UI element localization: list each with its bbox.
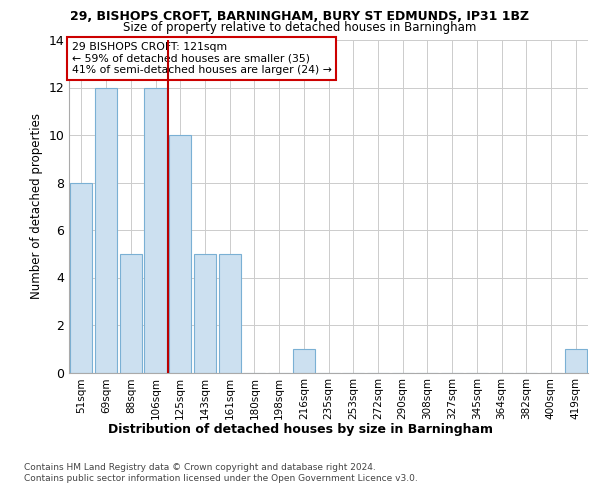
Bar [194, 254, 216, 372]
Y-axis label: Number of detached properties: Number of detached properties [30, 114, 43, 299]
Text: Contains HM Land Registry data © Crown copyright and database right 2024.: Contains HM Land Registry data © Crown c… [24, 462, 376, 471]
Bar [293, 349, 315, 372]
Bar [218, 254, 241, 372]
Text: Size of property relative to detached houses in Barningham: Size of property relative to detached ho… [124, 22, 476, 35]
Bar [70, 182, 92, 372]
Text: Distribution of detached houses by size in Barningham: Distribution of detached houses by size … [107, 422, 493, 436]
Bar [95, 88, 117, 373]
Text: 29 BISHOPS CROFT: 121sqm
← 59% of detached houses are smaller (35)
41% of semi-d: 29 BISHOPS CROFT: 121sqm ← 59% of detach… [71, 42, 331, 75]
Bar [169, 135, 191, 372]
Bar [565, 349, 587, 372]
Text: 29, BISHOPS CROFT, BARNINGHAM, BURY ST EDMUNDS, IP31 1BZ: 29, BISHOPS CROFT, BARNINGHAM, BURY ST E… [70, 10, 530, 23]
Bar [119, 254, 142, 372]
Text: Contains public sector information licensed under the Open Government Licence v3: Contains public sector information licen… [24, 474, 418, 483]
Bar [145, 88, 167, 373]
